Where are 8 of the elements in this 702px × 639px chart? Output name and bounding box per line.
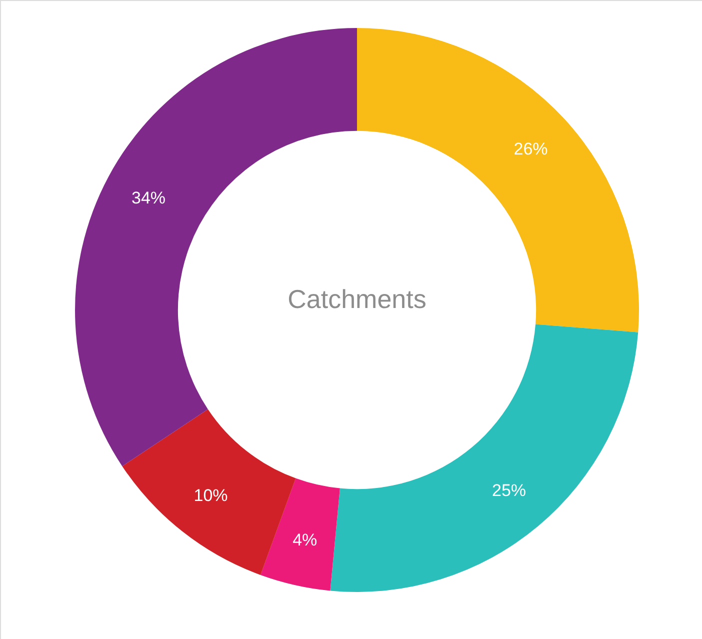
data-label: 4%: [292, 530, 318, 550]
data-label: 10%: [194, 486, 228, 505]
donut-slice: [330, 324, 638, 592]
data-label: 25%: [492, 481, 526, 500]
data-label: 34%: [131, 188, 166, 208]
donut-slice: [260, 478, 340, 591]
text: Catchments: [288, 284, 426, 314]
data-label: 26%: [514, 140, 548, 159]
